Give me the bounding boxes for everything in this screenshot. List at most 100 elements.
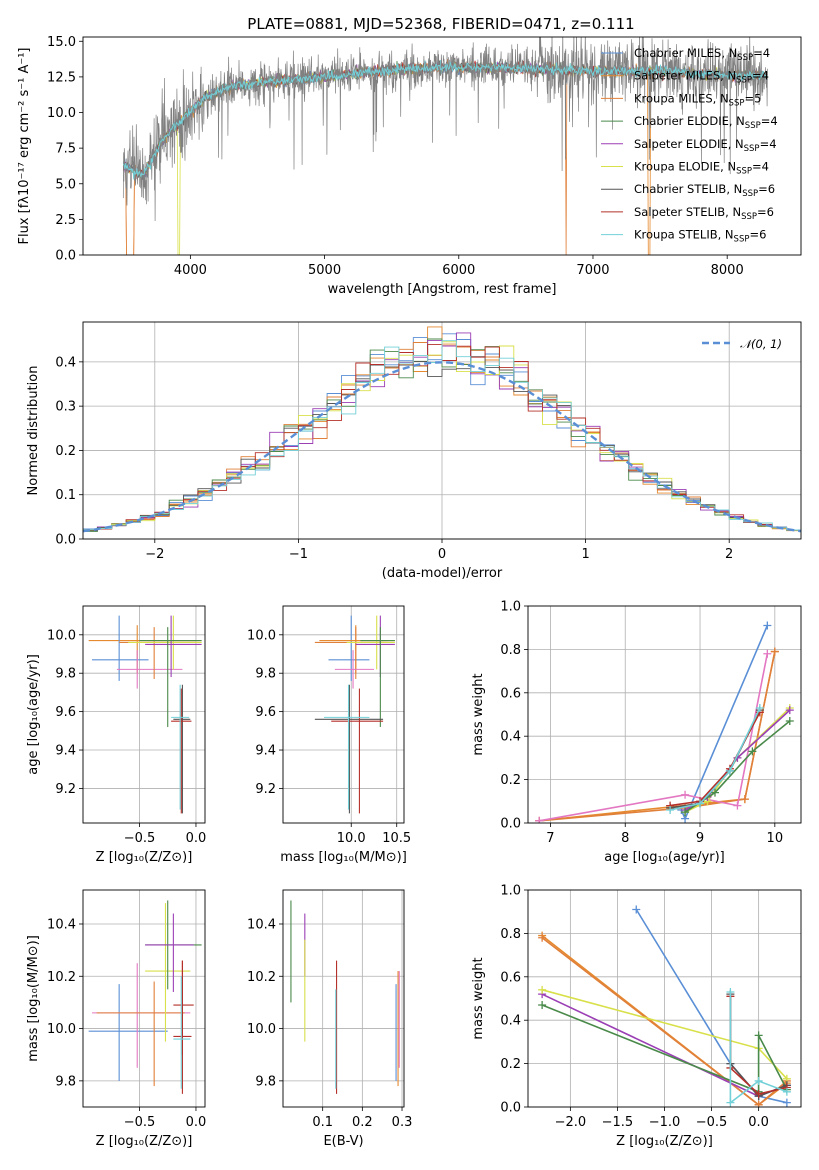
chart-panel-spectrum: 4000 5000 6000 7000 8000 0.0 2.5 5.0 7.5 10.0 12.5… xyxy=(17,35,802,297)
legend-entry-sub: SSP xyxy=(744,144,760,154)
x-axis-label: Z [log₁₀(Z/Z⊙)] xyxy=(616,1134,713,1149)
y-tick-label: 0.4 xyxy=(500,730,521,745)
y-tick-label: 1.0 xyxy=(500,600,521,615)
legend-entry: Chabrier ELODIE, NSSP=4 xyxy=(634,114,778,131)
series-line-2 xyxy=(539,651,776,822)
legend-entry-sub: SSP xyxy=(736,76,752,86)
series-marker xyxy=(754,1031,763,1040)
legend-entry: Kroupa STELIB, NSSP=6 xyxy=(634,228,766,245)
legend-entry: Chabrier MILES, NSSP=4 xyxy=(634,46,770,63)
y-tick-label: 9.2 xyxy=(255,782,276,797)
series-marker xyxy=(755,703,764,712)
y-tick-label: 0.0 xyxy=(500,817,521,832)
series-marker xyxy=(770,647,779,656)
series-marker xyxy=(535,816,544,823)
legend-entry-tail: =5 xyxy=(744,91,761,105)
series-marker xyxy=(763,649,772,658)
series-marker xyxy=(681,808,690,817)
y-tick-label: 9.8 xyxy=(255,667,276,682)
x-tick-label: 0.0 xyxy=(186,1115,207,1130)
y-tick-label: 0.2 xyxy=(500,773,521,788)
axes-frame xyxy=(82,321,802,540)
series-marker xyxy=(681,790,690,799)
x-tick-label: 10.5 xyxy=(382,831,411,846)
y-tick-label: 9.6 xyxy=(55,705,76,720)
x-tick-label: 5000 xyxy=(308,263,341,278)
x-axis-label: age [log₁₀(age/yr)] xyxy=(604,850,725,865)
legend: 𝒩(0, 1) xyxy=(702,337,782,351)
legend-entry-tail: =4 xyxy=(752,160,769,174)
x-tick-label: 0.0 xyxy=(186,831,207,846)
x-tick-label: −1.0 xyxy=(649,1115,681,1130)
normal-curve xyxy=(83,361,801,533)
legend-entry: Salpeter STELIB, NSSP=6 xyxy=(634,205,774,222)
x-tick-label: 0.3 xyxy=(392,1115,413,1130)
series-marker xyxy=(726,987,735,996)
axes-frame xyxy=(282,889,405,1108)
legend-entry-sub: SSP xyxy=(736,167,752,177)
series-marker xyxy=(632,905,641,914)
legend-entry-name: Kroupa ELODIE, N xyxy=(634,160,736,174)
x-tick-label: 2 xyxy=(725,547,733,562)
legend-entry-name: Salpeter ELODIE, N xyxy=(634,137,744,151)
plot-area xyxy=(88,615,202,814)
series-marker xyxy=(754,1076,763,1085)
series-marker xyxy=(740,795,749,804)
x-tick-label: 6000 xyxy=(442,263,475,278)
y-tick-label: 0.6 xyxy=(500,686,521,701)
y-axis-label: mass [log₁₀(M/M⊙)] xyxy=(26,935,41,1062)
plot-area xyxy=(290,900,400,1094)
series-line-9 xyxy=(669,707,761,811)
y-axis-label: Normed distribution xyxy=(26,366,41,496)
y-tick-label: 10.0 xyxy=(247,628,276,643)
x-tick-label: −2 xyxy=(145,547,164,562)
y-tick-label: 0.8 xyxy=(500,643,521,658)
legend-entry: Chabrier STELIB, NSSP=6 xyxy=(634,182,775,199)
x-tick-label: −0.5 xyxy=(696,1115,728,1130)
legend-entry-name: Chabrier STELIB, N xyxy=(634,182,742,196)
series-marker xyxy=(785,706,794,715)
series-marker xyxy=(748,747,757,756)
y-tick-label: 10.0 xyxy=(247,1022,276,1037)
y-tick-label: 2.5 xyxy=(55,213,76,228)
x-axis-label: mass [log₁₀(M/M⊙)] xyxy=(280,850,407,865)
x-tick-label: 4000 xyxy=(174,263,207,278)
y-tick-label: 9.8 xyxy=(255,1074,276,1089)
x-tick-label: −1 xyxy=(289,547,308,562)
y-tick-label: 5.0 xyxy=(55,177,76,192)
y-axis-label: Flux [fλ10⁻¹⁷ erg cm⁻² s⁻¹ A⁻¹] xyxy=(17,48,32,245)
histogram-series-6 xyxy=(83,356,801,532)
x-axis-label: (data-model)/error xyxy=(382,566,503,581)
y-tick-label: 0.1 xyxy=(55,488,76,503)
legend-entry-sub: SSP xyxy=(742,189,758,199)
y-tick-label: 9.8 xyxy=(55,1074,76,1089)
y-tick-label: 0.0 xyxy=(500,1101,521,1116)
legend-entry-tail: =4 xyxy=(753,46,770,60)
legend-entry-sub: SSP xyxy=(729,98,745,108)
y-tick-label: 0.4 xyxy=(55,355,76,370)
x-tick-label: 8000 xyxy=(711,263,744,278)
y-tick-label: 12.5 xyxy=(47,70,76,85)
legend-entry-name: Salpeter MILES, N xyxy=(634,69,736,83)
series-marker xyxy=(726,1098,735,1107)
y-tick-label: 10.2 xyxy=(47,970,76,985)
y-axis-label: mass weight xyxy=(471,673,486,755)
y-axis-label: mass weight xyxy=(471,957,486,1039)
axes-frame xyxy=(527,889,802,1108)
y-tick-label: 0.8 xyxy=(500,927,521,942)
legend-entry-name: Salpeter STELIB, N xyxy=(634,205,741,219)
legend-entry-name: Chabrier MILES, N xyxy=(634,46,737,60)
chart-panel-weight-vs-age: 7 8 9 10 0.0 0.2 0.4 0.6 0.8 1.0 age [log₁₀(age/yr… xyxy=(471,600,802,865)
axes-frame xyxy=(82,605,206,824)
plot-area xyxy=(535,621,794,823)
series-marker xyxy=(696,799,705,808)
figure-title: PLATE=0881, MJD=52368, FIBERID=0471, z=0… xyxy=(247,15,634,33)
chart-panel-age-vs-mass: 10.0 10.5 9.2 9.4 9.6 9.8 10.0 mass [log₁₀(M/M⊙… xyxy=(247,605,411,865)
y-tick-label: 0.2 xyxy=(500,1057,521,1072)
series-line-5 xyxy=(541,1004,788,1093)
x-tick-label: 0.1 xyxy=(312,1115,333,1130)
x-tick-label: 1 xyxy=(581,547,589,562)
series-marker xyxy=(733,801,742,810)
y-tick-label: 0.0 xyxy=(55,249,76,264)
